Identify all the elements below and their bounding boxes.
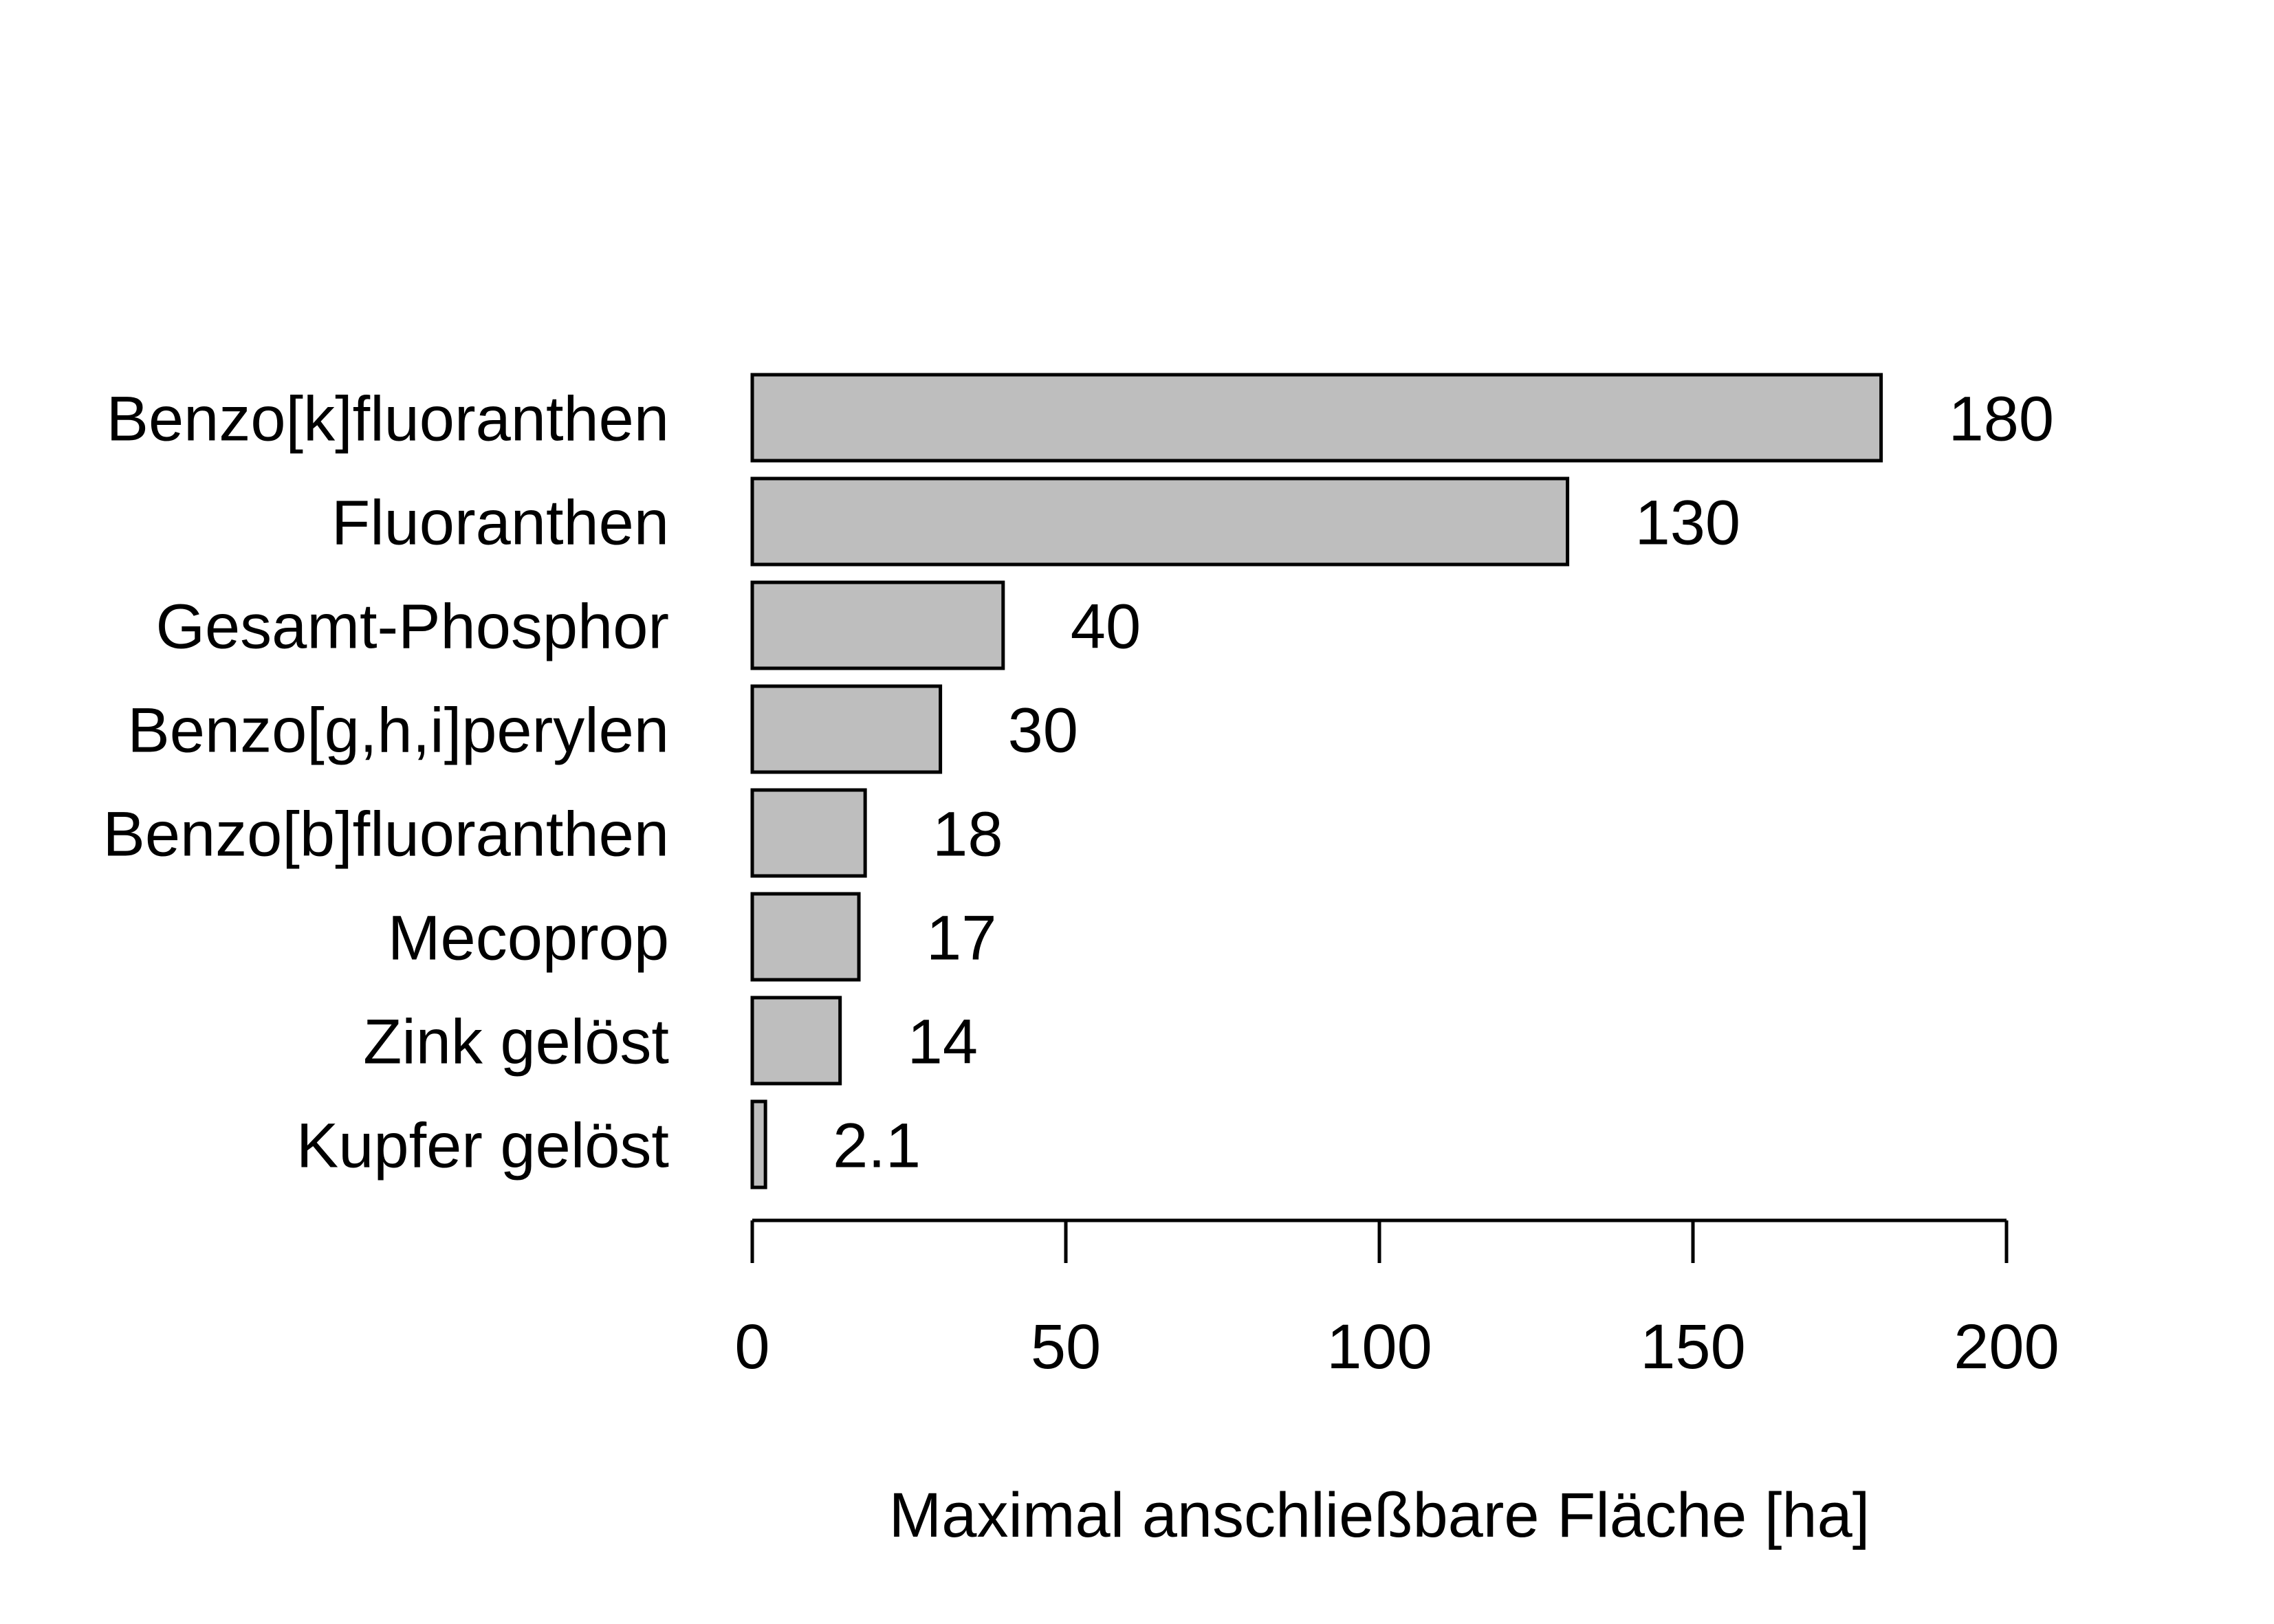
- bar: [750, 373, 1883, 463]
- bar: [750, 892, 861, 982]
- value-label: 14: [908, 1007, 978, 1077]
- bar: [750, 1099, 767, 1189]
- bar: [750, 476, 1570, 567]
- x-tick-label: 0: [734, 1312, 769, 1382]
- category-label: Mecoprop: [388, 903, 669, 974]
- category-label: Benzo[g,h,i]perylen: [127, 696, 669, 766]
- bar: [750, 580, 1005, 670]
- bars-layer: [750, 373, 1883, 1189]
- x-axis-ticks: 0 50 100 150 200: [734, 1220, 2059, 1382]
- x-tick-label: 50: [1031, 1312, 1101, 1382]
- value-label: 30: [1008, 696, 1078, 766]
- x-axis-title: Maximal anschließbare Fläche [ha]: [889, 1480, 1870, 1550]
- category-label: Fluoranthen: [331, 488, 669, 558]
- category-label: Benzo[b]fluoranthen: [102, 800, 669, 870]
- category-labels: Benzo[k]fluoranthen Fluoranthen Gesamt-Pho…: [102, 384, 669, 1181]
- value-label: 40: [1071, 592, 1141, 662]
- value-label: 17: [926, 903, 996, 974]
- category-label: Benzo[k]fluoranthen: [107, 384, 669, 454]
- bar: [750, 684, 943, 774]
- value-label: 2.1: [833, 1111, 921, 1181]
- category-label: Kupfer gelöst: [296, 1111, 669, 1181]
- x-tick-label: 100: [1326, 1312, 1432, 1382]
- value-label: 180: [1949, 384, 2055, 454]
- category-label: Gesamt-Phosphor: [155, 592, 669, 662]
- x-tick-label: 200: [1954, 1312, 2059, 1382]
- value-label: 130: [1635, 488, 1741, 558]
- category-label: Zink gelöst: [363, 1007, 669, 1077]
- bar: [750, 996, 842, 1086]
- bar: [750, 788, 867, 878]
- x-tick-label: 150: [1640, 1312, 1746, 1382]
- value-label: 18: [932, 800, 1003, 870]
